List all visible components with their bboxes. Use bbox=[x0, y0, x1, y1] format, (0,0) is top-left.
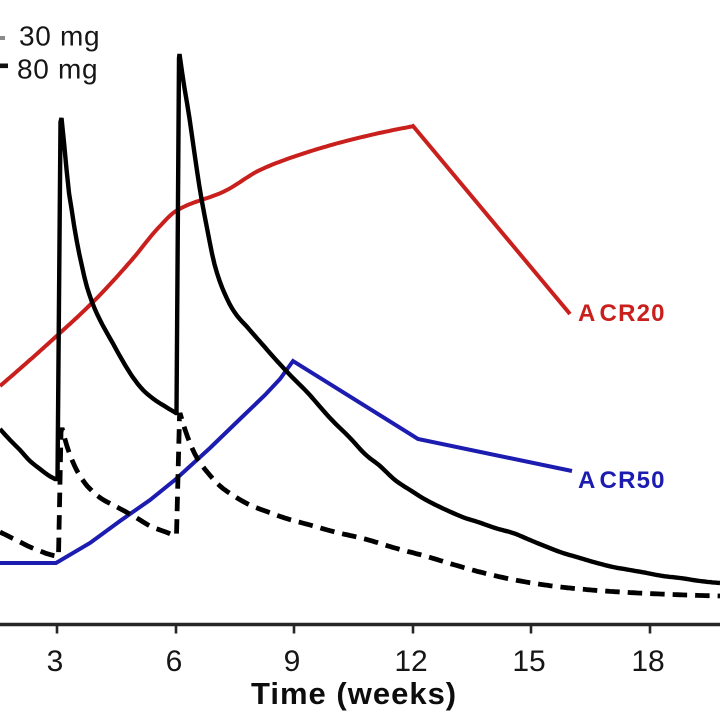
svg-text:3: 3 bbox=[47, 645, 64, 678]
svg-text:9: 9 bbox=[284, 645, 301, 678]
svg-text:30 mg: 30 mg bbox=[19, 21, 100, 52]
svg-text:15: 15 bbox=[512, 645, 545, 678]
svg-text:12: 12 bbox=[394, 645, 427, 678]
svg-text:80 mg: 80 mg bbox=[17, 54, 98, 85]
svg-text:Time (weeks): Time (weeks) bbox=[251, 676, 457, 711]
svg-text:6: 6 bbox=[166, 645, 183, 678]
svg-text:18: 18 bbox=[631, 645, 664, 678]
